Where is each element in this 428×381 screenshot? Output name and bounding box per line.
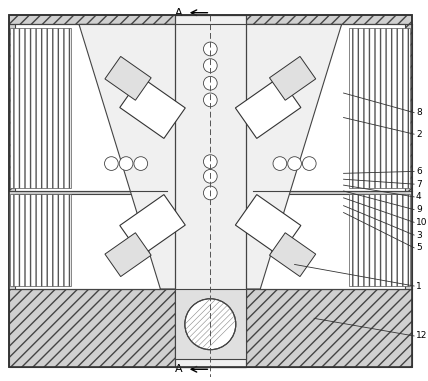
- Polygon shape: [235, 195, 301, 256]
- Circle shape: [203, 93, 217, 107]
- Circle shape: [203, 59, 217, 72]
- Circle shape: [185, 299, 236, 350]
- Circle shape: [104, 157, 118, 170]
- Bar: [175, 289, 246, 360]
- Polygon shape: [120, 195, 185, 256]
- Polygon shape: [79, 24, 342, 289]
- Bar: [253, 24, 405, 191]
- Bar: [9, 191, 160, 289]
- Circle shape: [203, 76, 217, 90]
- Polygon shape: [235, 77, 301, 138]
- Bar: [349, 28, 410, 188]
- Text: 5: 5: [416, 243, 422, 252]
- Bar: [15, 24, 167, 191]
- Circle shape: [203, 42, 217, 56]
- Bar: [175, 14, 246, 367]
- Bar: [11, 194, 71, 286]
- Text: 2: 2: [416, 130, 422, 139]
- Polygon shape: [105, 233, 151, 277]
- Circle shape: [203, 186, 217, 200]
- Circle shape: [134, 157, 148, 170]
- Circle shape: [273, 157, 287, 170]
- Bar: [260, 191, 412, 289]
- Text: 9: 9: [416, 205, 422, 214]
- Bar: [349, 194, 410, 286]
- Text: 7: 7: [416, 179, 422, 189]
- Text: 8: 8: [416, 108, 422, 117]
- Text: A: A: [175, 364, 183, 374]
- Polygon shape: [270, 233, 316, 277]
- Text: 1: 1: [416, 282, 422, 290]
- Circle shape: [203, 170, 217, 183]
- Text: 6: 6: [416, 167, 422, 176]
- Bar: [79, 24, 342, 289]
- Polygon shape: [79, 24, 342, 191]
- Polygon shape: [160, 191, 260, 289]
- Circle shape: [303, 157, 316, 170]
- Circle shape: [288, 157, 301, 170]
- Polygon shape: [120, 77, 185, 138]
- Bar: [9, 289, 412, 367]
- Text: 4: 4: [416, 192, 422, 202]
- Polygon shape: [105, 56, 151, 100]
- Circle shape: [203, 155, 217, 168]
- Bar: [11, 28, 71, 188]
- Text: 3: 3: [416, 231, 422, 240]
- Polygon shape: [270, 56, 316, 100]
- Text: 12: 12: [416, 331, 428, 341]
- Bar: [9, 24, 79, 289]
- Bar: [15, 194, 167, 289]
- Bar: [253, 194, 405, 289]
- Circle shape: [119, 157, 133, 170]
- Text: 10: 10: [416, 218, 428, 227]
- Text: A: A: [175, 8, 183, 18]
- Bar: [342, 24, 412, 289]
